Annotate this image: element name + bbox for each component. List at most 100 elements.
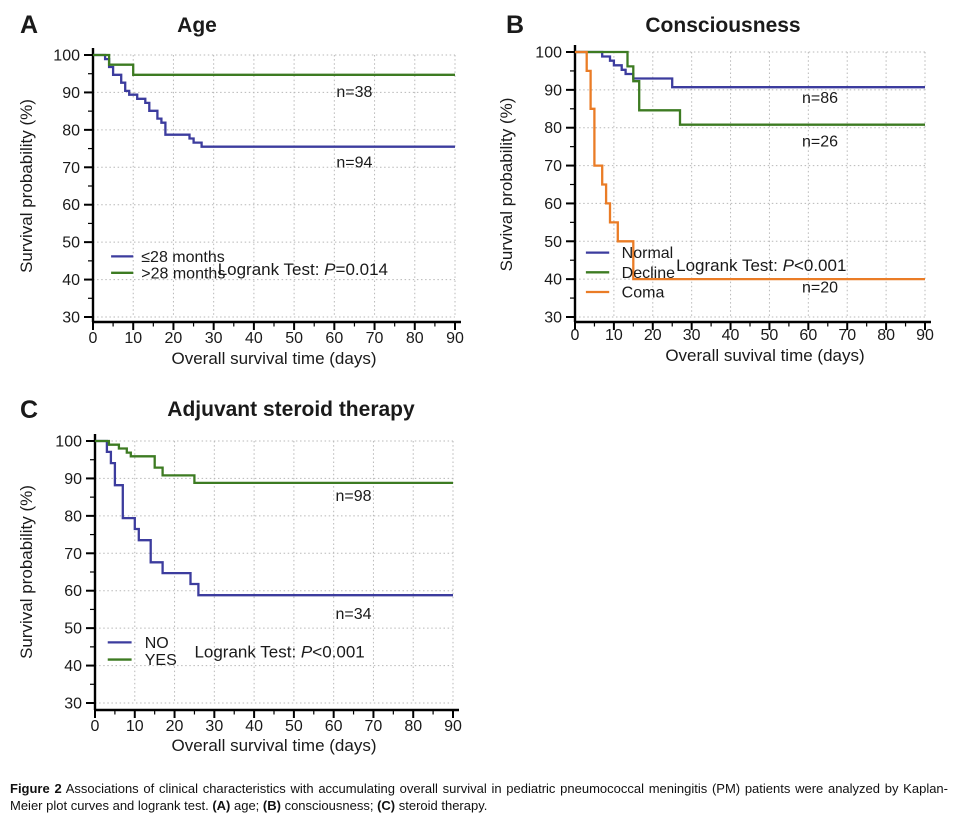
legend: Normal Decline Coma [585,245,675,302]
panel-letter: A [20,11,38,39]
panel-a: 0 10 20 30 40 50 60 70 80 90 30 40 50 60 70 80 90 100 n=94… [0,0,480,380]
caption-text-run: steroid therapy. [395,798,488,814]
x-tick-label: 20 [644,327,662,344]
legend-label: Normal [622,245,674,262]
km-curve--28-months [93,53,455,148]
km-chart-A: 0 10 20 30 40 50 60 70 80 90 30 40 50 60 70 80 90 100 n=94… [17,11,464,368]
y-tick-label: 40 [544,272,562,289]
y-tick-label: 100 [55,434,82,451]
x-tick-label: 70 [838,327,856,344]
y-tick-label: 80 [544,120,562,137]
km-chart-C: 0 10 20 30 40 50 60 70 80 90 30 40 50 60 70 80 90 100 n=34… [17,396,462,755]
y-tick-label: 30 [544,310,562,327]
x-tick-label: 0 [89,330,98,347]
caption-bold-run: (C) [377,798,396,814]
legend-label: NO [145,635,169,652]
y-tick-label: 80 [62,122,80,139]
curves [93,53,455,148]
y-tick-label: 90 [62,85,80,102]
y-axis-title: Survival probability (%) [17,99,36,273]
legend-label: Decline [622,265,675,282]
y-tick-label: 40 [64,658,82,675]
x-tick-label: 50 [761,327,779,344]
legend: ≤28 months>28 months [111,249,225,282]
x-tick-label: 60 [325,330,343,347]
panel-title: Consciousness [645,14,800,37]
n-label: n=94 [336,154,372,171]
km-chart-B: 0 10 20 30 40 50 60 70 80 90 30 40 50 60 70 80 90 100 n=86… [497,11,934,365]
y-tick-label: 60 [544,196,562,213]
x-tick-label: 0 [91,718,100,735]
x-tick-label: 80 [404,718,422,735]
x-tick-label: 10 [126,718,144,735]
y-tick-label: 90 [64,471,82,488]
y-tick-label: 100 [53,48,80,65]
n-label: n=26 [802,134,838,151]
x-tick-label: 0 [571,327,580,344]
figure-caption: Figure 2 Associations of clinical charac… [10,780,948,814]
x-tick-label: 90 [444,718,462,735]
x-tick-label: 10 [124,330,142,347]
km-curve-yes [95,439,453,485]
x-tick-label: 80 [877,327,895,344]
legend-label: >28 months [141,265,225,282]
n-label: n=38 [336,84,372,101]
caption-text-run: consciousness; [280,798,378,814]
x-tick-label: 30 [205,330,223,347]
caption-bold-run: Figure 2 [10,781,62,796]
logrank-annotation: Logrank Test: P=0.014 [218,260,388,279]
legend-label: ≤28 months [141,249,225,266]
x-tick-label: 40 [722,327,740,344]
x-tick-label: 40 [245,718,263,735]
y-tick-label: 50 [62,235,80,252]
x-axis-title: Overall survival time (days) [172,736,377,755]
n-label: n=34 [336,606,372,623]
x-tick-label: 60 [325,718,343,735]
ticks: 0 10 20 30 40 50 60 70 80 90 30 40 50 60 70 80 90 100 [53,48,464,348]
y-tick-label: 70 [64,546,82,563]
x-tick-label: 70 [365,718,383,735]
x-tick-label: 80 [406,330,424,347]
x-tick-label: 40 [245,330,263,347]
y-tick-label: 50 [544,234,562,251]
x-tick-label: 20 [165,330,183,347]
x-tick-label: 90 [916,327,934,344]
caption-bold-run: (A) [212,798,231,814]
panel-letter: C [20,396,38,424]
curves [95,439,453,597]
panel-b: 0 10 20 30 40 50 60 70 80 90 30 40 50 60 70 80 90 100 n=86… [479,0,959,380]
x-tick-label: 20 [166,718,184,735]
n-label: n=20 [802,279,838,296]
x-tick-label: 50 [285,330,303,347]
gridlines [95,440,454,704]
ticks: 0 10 20 30 40 50 60 70 80 90 30 40 50 60 70 80 90 100 [55,434,462,736]
x-axis-title: Overall suvival time (days) [665,346,864,365]
km-curve-no [95,439,453,597]
x-tick-label: 50 [285,718,303,735]
km-curve-normal [575,50,925,89]
y-tick-label: 60 [62,197,80,214]
y-tick-label: 50 [64,621,82,638]
x-tick-label: 60 [799,327,817,344]
x-tick-label: 70 [366,330,384,347]
y-tick-label: 70 [544,158,562,175]
panel-letter: B [506,11,524,39]
y-axis-title: Survival probability (%) [17,485,36,659]
legend-label: Coma [622,285,665,302]
y-tick-label: 90 [544,82,562,99]
y-tick-label: 40 [62,272,80,289]
y-tick-label: 60 [64,583,82,600]
logrank-annotation: Logrank Test: P<0.001 [194,642,364,661]
y-tick-label: 70 [62,160,80,177]
caption-bold-run: (B) [262,798,281,814]
km-curve-decline [575,50,925,126]
y-tick-label: 80 [64,508,82,525]
panel-c: 0 10 20 30 40 50 60 70 80 90 30 40 50 60 70 80 90 100 n=34… [0,385,500,770]
y-tick-label: 30 [62,310,80,327]
logrank-annotation: Logrank Test: P<0.001 [676,256,846,275]
n-label: n=98 [336,488,372,505]
y-tick-label: 100 [535,45,562,62]
caption-text-run: Associations of clinical characteristics… [10,781,948,814]
legend-label: YES [145,652,177,669]
